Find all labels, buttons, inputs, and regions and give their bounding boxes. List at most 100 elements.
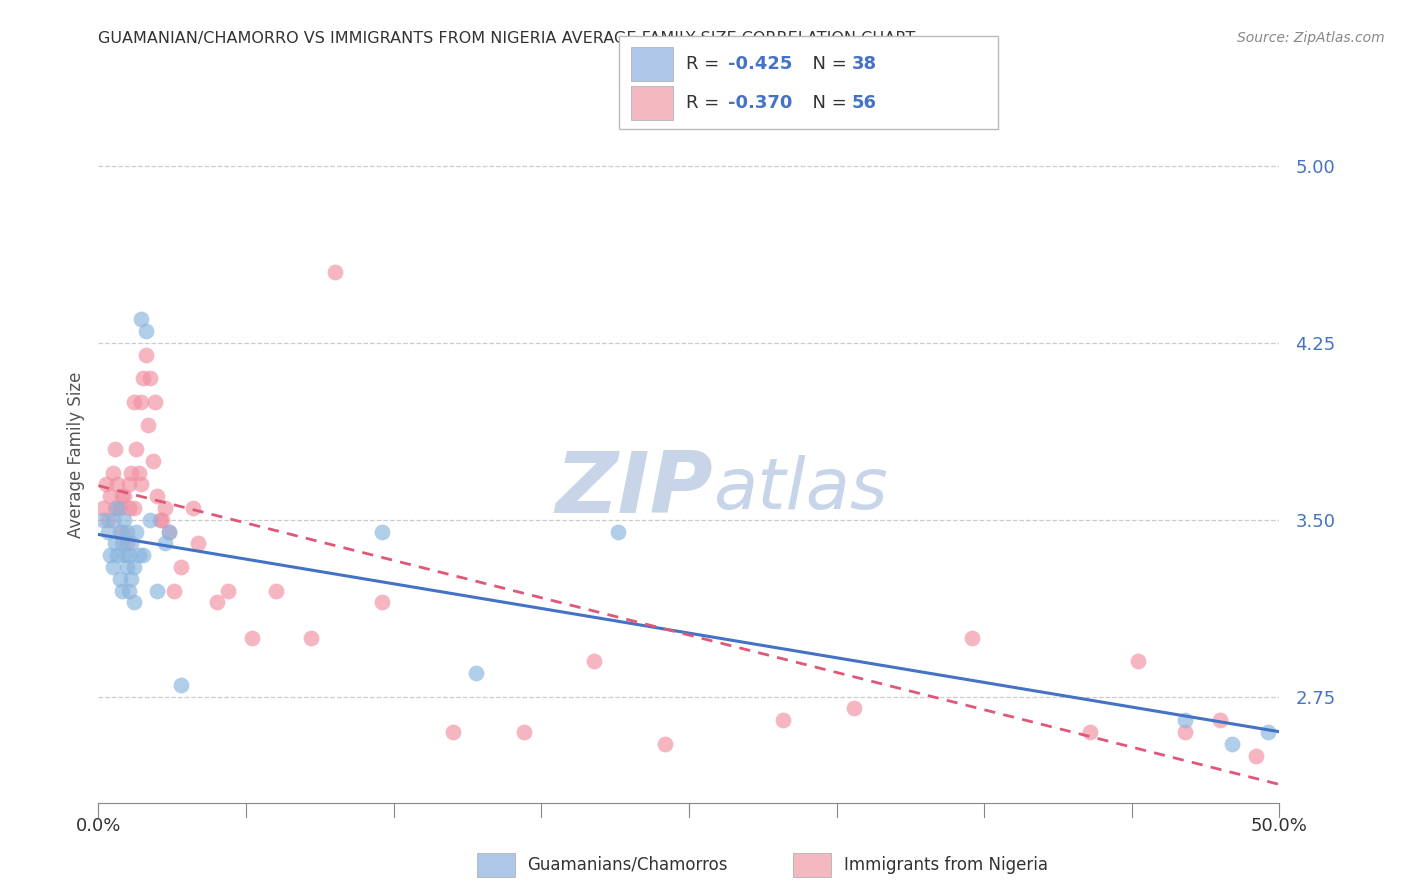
Point xyxy=(104,536,127,550)
Point xyxy=(111,524,134,539)
Point xyxy=(240,631,263,645)
Point xyxy=(1126,654,1149,668)
Point xyxy=(1174,713,1197,727)
Point xyxy=(121,572,143,586)
Text: N =: N = xyxy=(801,94,853,112)
Y-axis label: Average Family Size: Average Family Size xyxy=(66,372,84,538)
Point xyxy=(112,489,135,503)
Point xyxy=(129,395,152,409)
Point xyxy=(1257,725,1279,739)
Point xyxy=(583,654,606,668)
Text: Source: ZipAtlas.com: Source: ZipAtlas.com xyxy=(1237,31,1385,45)
Point xyxy=(323,265,346,279)
Point xyxy=(143,395,166,409)
Point xyxy=(98,548,121,562)
Point xyxy=(1174,725,1197,739)
Point xyxy=(465,666,488,681)
Point xyxy=(441,725,464,739)
Point xyxy=(105,477,128,491)
Point xyxy=(181,500,204,515)
Point xyxy=(108,524,131,539)
Point xyxy=(772,713,794,727)
Point xyxy=(122,560,145,574)
Point xyxy=(157,524,180,539)
Point xyxy=(121,536,143,550)
Text: GUAMANIAN/CHAMORRO VS IMMIGRANTS FROM NIGERIA AVERAGE FAMILY SIZE CORRELATION CH: GUAMANIAN/CHAMORRO VS IMMIGRANTS FROM NI… xyxy=(98,31,915,46)
Point xyxy=(371,524,394,539)
Point xyxy=(125,442,148,456)
Point xyxy=(132,371,155,385)
Point xyxy=(98,489,121,503)
Point xyxy=(105,548,128,562)
Text: ZIP: ZIP xyxy=(555,448,713,532)
Text: 56: 56 xyxy=(852,94,877,112)
Point xyxy=(129,477,152,491)
Point xyxy=(139,371,162,385)
Point xyxy=(91,500,114,515)
Point xyxy=(153,500,176,515)
Point xyxy=(150,513,173,527)
Point xyxy=(146,489,169,503)
Point xyxy=(1220,737,1243,751)
Point xyxy=(101,513,124,527)
Point xyxy=(146,583,169,598)
Point xyxy=(97,513,120,527)
Point xyxy=(104,500,127,515)
Point xyxy=(104,442,127,456)
Point xyxy=(512,725,534,739)
Text: atlas: atlas xyxy=(713,455,887,524)
Text: R =: R = xyxy=(686,55,725,73)
Point xyxy=(170,560,193,574)
Point xyxy=(142,454,165,468)
Point xyxy=(108,572,131,586)
Point xyxy=(132,548,155,562)
Point xyxy=(111,489,134,503)
Point xyxy=(128,466,150,480)
Point xyxy=(170,678,193,692)
Point xyxy=(187,536,209,550)
Point xyxy=(1209,713,1232,727)
Text: -0.425: -0.425 xyxy=(728,55,793,73)
Point xyxy=(157,524,180,539)
Point xyxy=(105,500,128,515)
Point xyxy=(115,536,138,550)
Point xyxy=(121,466,143,480)
Text: R =: R = xyxy=(686,94,725,112)
Point xyxy=(108,500,131,515)
Point xyxy=(112,548,135,562)
Text: -0.370: -0.370 xyxy=(728,94,793,112)
Point xyxy=(205,595,228,609)
Point xyxy=(118,583,141,598)
Point xyxy=(122,500,145,515)
Point xyxy=(217,583,239,598)
Point xyxy=(115,560,138,574)
Point xyxy=(153,536,176,550)
Point xyxy=(1244,748,1267,763)
Point xyxy=(91,513,114,527)
Point xyxy=(122,595,145,609)
Point xyxy=(118,500,141,515)
Point xyxy=(94,477,117,491)
Point xyxy=(111,583,134,598)
Point xyxy=(111,536,134,550)
Point xyxy=(149,513,172,527)
Point xyxy=(115,524,138,539)
Point xyxy=(128,548,150,562)
Point xyxy=(163,583,186,598)
Point xyxy=(264,583,287,598)
Text: N =: N = xyxy=(801,55,853,73)
Point xyxy=(122,395,145,409)
Point xyxy=(112,513,135,527)
Point xyxy=(607,524,630,539)
Point xyxy=(125,524,148,539)
Point xyxy=(1080,725,1102,739)
Point xyxy=(844,701,866,715)
Point xyxy=(299,631,322,645)
Text: 38: 38 xyxy=(852,55,877,73)
Point xyxy=(962,631,984,645)
Point xyxy=(654,737,676,751)
Point xyxy=(118,477,141,491)
Point xyxy=(135,324,157,338)
Point xyxy=(101,466,124,480)
Point xyxy=(97,524,120,539)
